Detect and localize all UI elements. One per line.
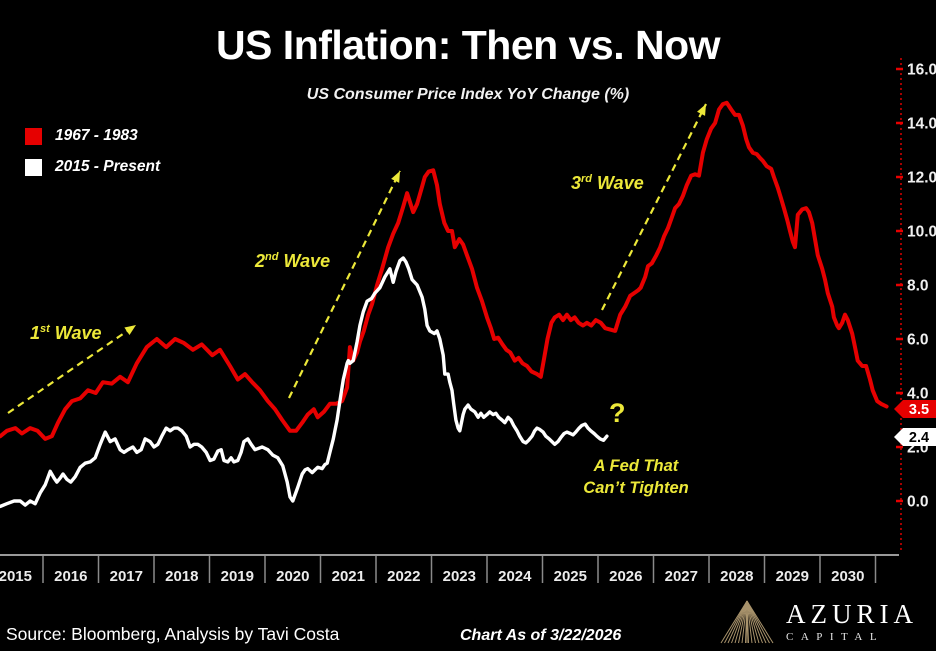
brand-subtitle: CAPITAL — [786, 631, 885, 643]
as-of-date: Chart As of 3/22/2026 — [460, 627, 622, 644]
fed-note-annotation: A Fed That Can’t Tighten — [566, 455, 706, 500]
y-tick-label: 8.0 — [907, 278, 929, 295]
x-tick-label: 2022 — [387, 568, 420, 585]
fed-note-line1: A Fed That — [593, 457, 679, 475]
x-tick-label: 2020 — [276, 568, 309, 585]
wave-ordinal-sup: rd — [581, 173, 593, 185]
x-tick-label: 2025 — [554, 568, 587, 585]
wave-ordinal-sup: nd — [265, 251, 279, 263]
x-tick-label: 2027 — [665, 568, 698, 585]
azuria-logo: AZURIA CAPITAL — [718, 597, 918, 647]
y-tick-label: 12.0 — [907, 170, 936, 187]
arrowhead-icon — [391, 171, 400, 183]
x-tick-label: 2015 — [0, 568, 32, 585]
wave-arrow — [288, 170, 401, 399]
fed-note-line2: Can’t Tighten — [583, 479, 689, 498]
source-credit: Source: Bloomberg, Analysis by Tavi Cost… — [6, 624, 340, 644]
arrowhead-icon — [697, 104, 706, 116]
x-tick-label: 2016 — [54, 568, 87, 585]
brand-name: AZURIA — [786, 599, 918, 629]
azuria-wordmark: AZURIA CAPITAL — [786, 599, 918, 644]
y-tick-label: 14.0 — [907, 116, 936, 133]
x-tick-label: 2028 — [720, 568, 753, 585]
x-tick-label: 2021 — [332, 568, 365, 585]
x-tick-label: 2017 — [110, 568, 143, 585]
red-value-badge-text: 3.5 — [909, 402, 929, 418]
wave-word: Wave — [278, 251, 331, 271]
wave-number: 3 — [571, 173, 582, 193]
legend-label: 2015 - Present — [55, 158, 161, 175]
x-tick-label: 2029 — [776, 568, 809, 585]
chart-subtitle: US Consumer Price Index YoY Change (%) — [306, 86, 630, 103]
y-tick-label: 0.0 — [907, 494, 929, 511]
legend-item-1967-1983: 1967 - 1983 — [25, 127, 160, 145]
x-tick-label: 2030 — [831, 568, 864, 585]
y-tick-label: 6.0 — [907, 332, 929, 349]
annotation-first-wave: 1st Wave — [30, 323, 102, 344]
annotation-third-wave: 3rd Wave — [571, 173, 644, 194]
x-tick-label: 2024 — [498, 568, 532, 585]
x-tick-label: 2018 — [165, 568, 198, 585]
wave-arrow — [601, 103, 707, 311]
x-tick-label: 2026 — [609, 568, 642, 585]
x-tick-label: 2023 — [443, 568, 476, 585]
annotation-second-wave: 2nd Wave — [255, 251, 330, 272]
y-tick-label: 10.0 — [907, 224, 936, 241]
y-tick-label: 2.0 — [907, 440, 929, 457]
white-series-swatch-icon — [25, 158, 42, 176]
wave-ordinal-sup: st — [40, 323, 50, 335]
white-series-line — [0, 256, 609, 509]
wave-number: 2 — [255, 251, 266, 271]
azuria-fan-icon — [720, 600, 774, 644]
arrowhead-icon — [124, 325, 136, 335]
white-value-badge-text: 2.4 — [909, 430, 929, 446]
wave-number: 1 — [30, 323, 41, 343]
red-series-swatch-icon — [25, 127, 42, 145]
question-mark-annotation: ? — [609, 398, 626, 428]
page-title: US Inflation: Then vs. Now — [215, 22, 721, 68]
legend-item-2015-present: 2015 - Present — [25, 158, 160, 176]
wave-word: Wave — [592, 173, 644, 193]
wave-word: Wave — [49, 323, 102, 343]
legend: 1967 - 1983 2015 - Present — [25, 127, 160, 189]
white-value-badge — [894, 428, 936, 446]
x-tick-label: 2019 — [221, 568, 254, 585]
y-tick-label: 4.0 — [907, 386, 929, 403]
red-value-badge — [894, 400, 936, 418]
legend-label: 1967 - 1983 — [55, 127, 138, 144]
